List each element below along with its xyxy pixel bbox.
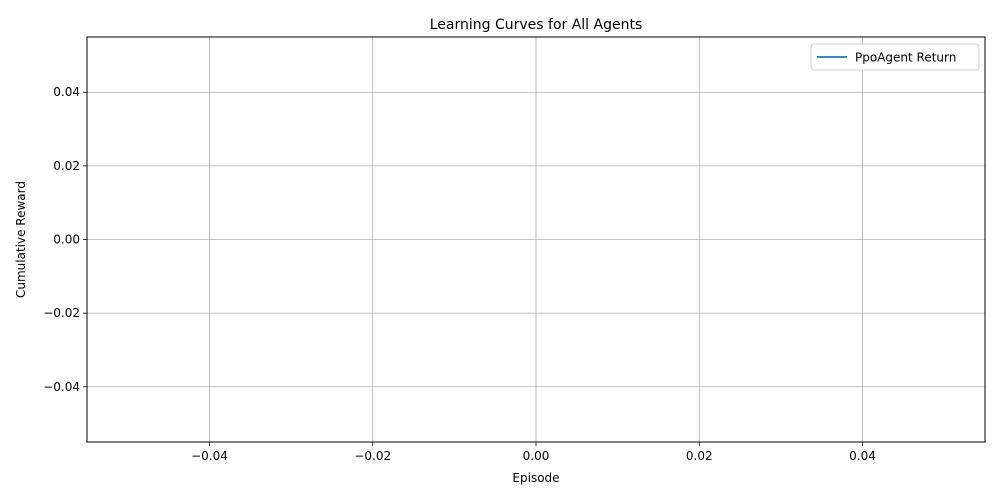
y-tick-label: −0.02	[43, 306, 80, 320]
x-tick-label: −0.04	[191, 449, 228, 463]
legend-box	[810, 43, 980, 71]
y-axis-ticks: −0.04 −0.02 0.00 0.02 0.04	[43, 85, 87, 394]
chart-title: Learning Curves for All Agents	[430, 17, 643, 33]
x-tick-label: 0.02	[686, 449, 713, 463]
y-tick-label: −0.04	[43, 380, 80, 394]
y-tick-label: 0.04	[53, 85, 80, 99]
y-tick-label: 0.00	[53, 233, 80, 247]
x-tick-label: 0.00	[523, 449, 550, 463]
x-axis-ticks: −0.04 −0.02 0.00 0.02 0.04	[191, 442, 876, 463]
x-tick-label: 0.04	[849, 449, 876, 463]
y-tick-label: 0.02	[53, 159, 80, 173]
grid-lines	[87, 37, 985, 442]
legend-label: PpoAgent Return	[855, 51, 956, 65]
x-tick-label: −0.02	[354, 449, 391, 463]
x-axis-label: Episode	[512, 471, 559, 485]
legend: PpoAgent Return	[810, 43, 980, 71]
y-axis-label: Cumulative Reward	[14, 181, 28, 298]
